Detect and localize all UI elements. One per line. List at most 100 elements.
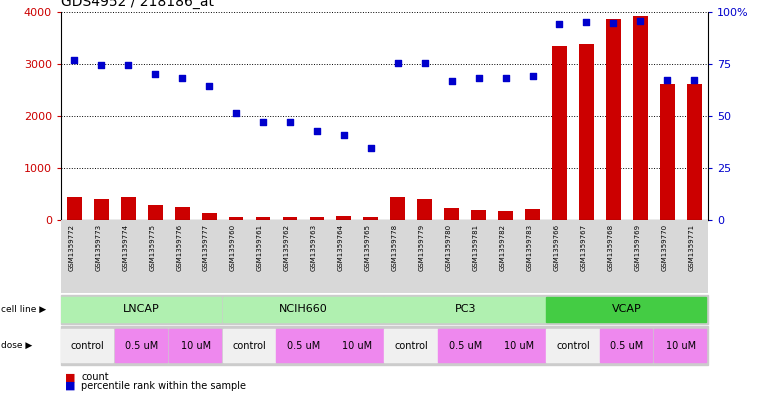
Text: GSM1359764: GSM1359764	[338, 224, 344, 271]
Bar	[600, 329, 652, 362]
Point	[149, 71, 161, 77]
Text: GSM1359779: GSM1359779	[419, 224, 425, 271]
Point	[499, 75, 511, 81]
Text: GSM1359776: GSM1359776	[176, 224, 182, 271]
Text: GSM1359766: GSM1359766	[553, 224, 559, 271]
Text: cell line ▶: cell line ▶	[1, 305, 46, 314]
Bar	[492, 329, 545, 362]
Point	[661, 77, 673, 83]
Point	[553, 21, 565, 28]
Text: GSM1359765: GSM1359765	[365, 224, 371, 271]
Text: NCIH660: NCIH660	[279, 305, 328, 314]
Text: dose ▶: dose ▶	[1, 342, 32, 350]
Bar	[606, 18, 621, 220]
Text: percentile rank within the sample: percentile rank within the sample	[81, 381, 247, 391]
Text: GSM1359781: GSM1359781	[473, 224, 479, 271]
Bar	[148, 206, 163, 220]
Text: PC3: PC3	[454, 305, 476, 314]
Bar	[61, 297, 221, 322]
Point	[95, 62, 107, 68]
Text: count: count	[81, 372, 109, 382]
Point	[688, 77, 700, 83]
Point	[419, 60, 431, 66]
Point	[365, 145, 377, 151]
Text: GSM1359760: GSM1359760	[230, 224, 236, 271]
Text: GSM1359770: GSM1359770	[661, 224, 667, 271]
Point	[284, 119, 296, 125]
Text: GSM1359771: GSM1359771	[688, 224, 694, 271]
Text: GSM1359777: GSM1359777	[203, 224, 209, 271]
Bar	[169, 329, 221, 362]
Point	[310, 128, 323, 134]
Bar	[546, 329, 599, 362]
Bar	[202, 213, 217, 220]
Bar	[121, 197, 135, 220]
Bar	[579, 44, 594, 220]
Bar	[222, 329, 275, 362]
Bar	[115, 329, 167, 362]
Text: ■: ■	[65, 381, 75, 391]
Text: GSM1359773: GSM1359773	[95, 224, 101, 271]
Text: control: control	[394, 341, 428, 351]
Text: ■: ■	[65, 372, 75, 382]
Text: 10 uM: 10 uM	[180, 341, 211, 351]
Text: 0.5 uM: 0.5 uM	[125, 341, 158, 351]
Bar	[660, 84, 675, 220]
Point	[230, 110, 242, 116]
Text: GSM1359778: GSM1359778	[392, 224, 398, 271]
Bar	[384, 329, 437, 362]
Bar	[61, 329, 113, 362]
Text: GSM1359768: GSM1359768	[607, 224, 613, 271]
Point	[607, 20, 619, 26]
Bar	[67, 196, 81, 220]
Point	[392, 60, 404, 66]
Bar	[525, 209, 540, 220]
Point	[176, 75, 188, 81]
Point	[203, 83, 215, 89]
Bar	[438, 329, 491, 362]
Point	[123, 62, 135, 68]
Text: GSM1359762: GSM1359762	[284, 224, 290, 271]
Bar	[444, 208, 459, 220]
Bar	[654, 329, 706, 362]
Text: GSM1359761: GSM1359761	[257, 224, 263, 271]
Text: 10 uM: 10 uM	[504, 341, 534, 351]
Text: 0.5 uM: 0.5 uM	[287, 341, 320, 351]
Text: control: control	[556, 341, 590, 351]
Bar	[364, 217, 378, 220]
Bar	[687, 84, 702, 220]
Text: 0.5 uM: 0.5 uM	[610, 341, 644, 351]
Point	[257, 119, 269, 125]
Bar	[228, 217, 244, 220]
Point	[446, 77, 458, 84]
Point	[68, 57, 81, 63]
Text: GSM1359775: GSM1359775	[149, 224, 155, 271]
Bar	[546, 297, 706, 322]
Text: GDS4952 / 218186_at: GDS4952 / 218186_at	[61, 0, 214, 9]
Text: control: control	[233, 341, 266, 351]
Bar	[390, 196, 405, 220]
Text: GSM1359783: GSM1359783	[527, 224, 533, 271]
Text: control: control	[71, 341, 105, 351]
Bar	[330, 329, 383, 362]
Text: GSM1359774: GSM1359774	[123, 224, 129, 271]
Point	[473, 75, 485, 82]
Bar	[256, 217, 270, 220]
Text: GSM1359769: GSM1359769	[635, 224, 640, 271]
Text: GSM1359780: GSM1359780	[446, 224, 452, 271]
Text: LNCAP: LNCAP	[123, 305, 160, 314]
Point	[338, 132, 350, 138]
Text: 0.5 uM: 0.5 uM	[448, 341, 482, 351]
Text: GSM1359767: GSM1359767	[581, 224, 587, 271]
Bar	[222, 297, 383, 322]
Point	[527, 73, 539, 79]
Bar	[310, 217, 324, 220]
Point	[634, 18, 646, 24]
Bar	[471, 210, 486, 220]
Text: VCAP: VCAP	[612, 305, 642, 314]
Bar	[498, 211, 513, 220]
Bar	[552, 46, 567, 220]
Text: GSM1359782: GSM1359782	[499, 224, 505, 271]
Bar	[384, 297, 545, 322]
Text: GSM1359763: GSM1359763	[311, 224, 317, 271]
